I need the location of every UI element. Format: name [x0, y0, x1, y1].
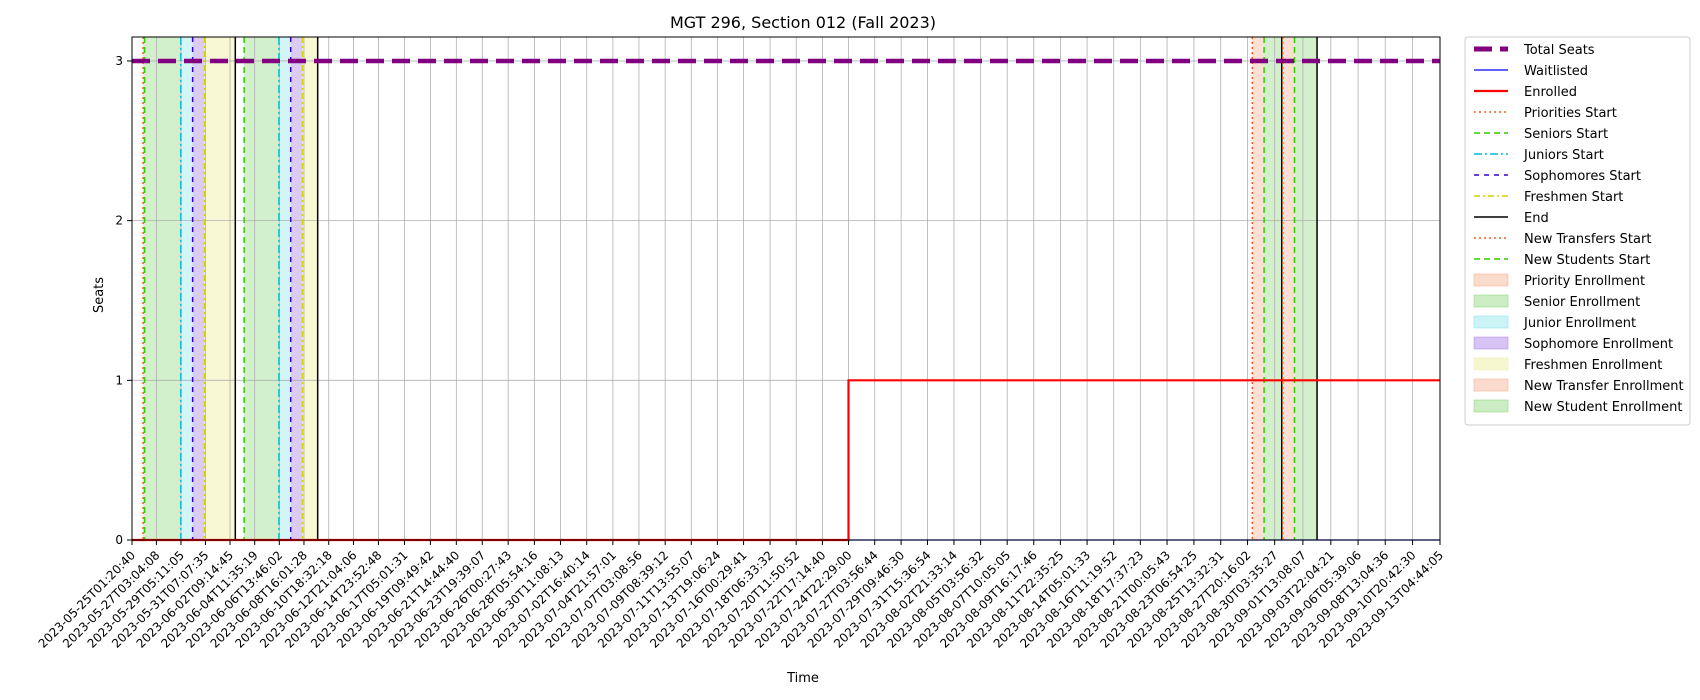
phase-span-4-0 — [204, 37, 236, 540]
legend-label-3: Priorities Start — [1524, 106, 1617, 121]
legend-label-14: Sophomore Enrollment — [1524, 337, 1673, 352]
legend-label-7: Freshmen Start — [1524, 190, 1623, 205]
legend-label-12: Senior Enrollment — [1524, 295, 1640, 310]
plot-area: 01232023-05-25T01:20:402023-05-27T03:04:… — [36, 36, 1446, 651]
plot-frame — [131, 36, 1441, 541]
legend-label-13: Junior Enrollment — [1523, 316, 1636, 331]
legend-label-10: New Students Start — [1524, 253, 1650, 268]
legend-label-11: Priority Enrollment — [1524, 274, 1645, 289]
phase-span-4-1 — [302, 37, 318, 540]
legend-label-16: New Transfer Enrollment — [1524, 379, 1684, 394]
phase-span-1-0 — [144, 37, 181, 540]
legend-handle-16 — [1473, 378, 1509, 392]
legend-label-1: Waitlisted — [1524, 64, 1588, 79]
legend-handle-12 — [1473, 294, 1509, 308]
legend-box — [1464, 36, 1691, 426]
legend-handle-11 — [1473, 273, 1509, 287]
y-tick-label-3: 3 — [115, 54, 123, 68]
phase-span-3-0 — [192, 37, 205, 540]
legend-handle-17 — [1473, 399, 1509, 413]
legend-label-17: New Student Enrollment — [1524, 400, 1682, 415]
phase-span-5-0 — [1282, 37, 1295, 540]
legend: Total Seats Waitlisted Enrolled Priorities … — [1464, 36, 1691, 426]
legend-label-9: New Transfers Start — [1524, 232, 1651, 247]
legend-handle-15 — [1473, 357, 1509, 371]
phase-span-1-2 — [1264, 37, 1282, 540]
legend-handle-13 — [1473, 315, 1509, 329]
phase-span-0-1 — [1252, 37, 1265, 540]
phase-span-3-1 — [290, 37, 303, 540]
legend-handle-14 — [1473, 336, 1509, 350]
legend-label-0: Total Seats — [1523, 43, 1595, 58]
y-tick-label-2: 2 — [115, 214, 123, 228]
legend-label-8: End — [1524, 211, 1549, 226]
legend-label-6: Sophomores Start — [1524, 169, 1641, 184]
phase-span-2-0 — [180, 37, 193, 540]
series-line-2 — [132, 379, 1440, 542]
phase-span-1-1 — [244, 37, 279, 540]
legend-label-2: Enrolled — [1524, 85, 1577, 100]
y-axis-label: Seats — [92, 277, 107, 313]
y-tick-label-0: 0 — [115, 533, 123, 547]
phase-span-2-1 — [278, 37, 291, 540]
legend-label-5: Juniors Start — [1523, 148, 1604, 163]
y-tick-label-1: 1 — [115, 373, 123, 387]
phase-span-6-0 — [1294, 37, 1318, 540]
legend-label-4: Seniors Start — [1524, 127, 1608, 142]
chart-title: MGT 296, Section 012 (Fall 2023) — [670, 13, 936, 32]
x-axis-label: Time — [786, 671, 819, 686]
legend-label-15: Freshmen Enrollment — [1524, 358, 1662, 373]
